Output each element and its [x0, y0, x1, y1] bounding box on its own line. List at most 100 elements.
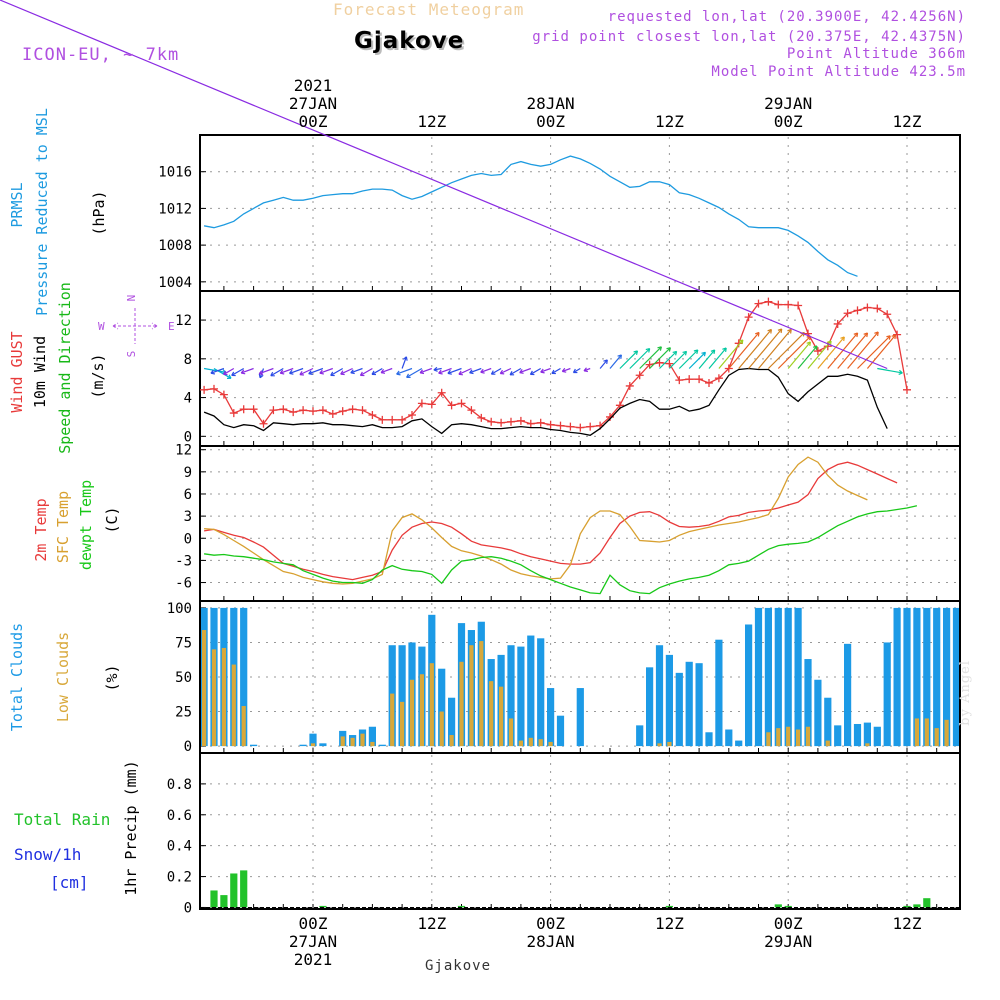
gust-marker	[348, 405, 357, 414]
bar	[934, 728, 939, 747]
wind-vector	[609, 354, 622, 369]
y-tick-label: 8	[184, 352, 192, 368]
wind-vector-head	[406, 373, 411, 378]
wind-vector-head	[270, 371, 275, 377]
gust-marker	[239, 405, 248, 414]
wind-vector	[340, 367, 353, 375]
precip-legend-line: Total Rain	[14, 810, 110, 829]
wind-vector	[767, 332, 805, 369]
compass-south: S	[125, 351, 138, 358]
bar	[944, 719, 949, 747]
wind-vector-head	[572, 368, 578, 374]
wind-vector-head	[583, 367, 589, 373]
gust-marker	[784, 300, 793, 309]
bar	[766, 732, 771, 747]
bar	[499, 686, 504, 747]
wind-vector-head	[722, 347, 727, 352]
wind-vector-head	[371, 370, 377, 376]
bar	[507, 645, 515, 747]
ylabel-line: 1hr Precip (mm)	[122, 760, 140, 895]
bar	[576, 688, 584, 747]
wind-vector-head	[289, 369, 294, 375]
compass-north: N	[125, 295, 138, 302]
y-tick-label: 1012	[158, 201, 192, 217]
gust-marker	[269, 406, 278, 415]
bar	[824, 697, 832, 747]
wind-vector	[619, 350, 638, 369]
bar	[665, 654, 673, 747]
gust-marker	[714, 374, 723, 383]
wind-vector	[678, 349, 699, 369]
wind-vector-head	[308, 370, 313, 375]
wind-vector	[241, 367, 254, 374]
wind-vector-head	[767, 328, 772, 334]
series-line	[204, 461, 898, 581]
bar	[537, 638, 545, 747]
time-label-top: 12Z	[417, 112, 446, 131]
precip-legend-line: [cm]	[50, 873, 89, 892]
wind-vector	[877, 367, 903, 374]
wind-vector	[491, 367, 502, 375]
y-tick-label: 75	[175, 635, 192, 651]
gust-marker	[665, 359, 674, 368]
bar	[528, 737, 533, 747]
bar	[923, 898, 931, 908]
time-label-bottom: 00Z	[774, 914, 803, 933]
y-tick-label: 0.8	[167, 777, 192, 793]
wind-vector	[371, 367, 383, 375]
wind-vector	[728, 332, 760, 369]
wind-vector-head	[380, 369, 386, 374]
bar	[705, 732, 713, 747]
bar	[786, 726, 791, 747]
bar	[309, 733, 317, 747]
wind-vector-head	[438, 369, 443, 375]
gust-marker	[536, 418, 545, 427]
gust-marker	[408, 411, 416, 419]
precip-legend-line: Snow/1h	[14, 845, 81, 864]
wind-vector	[213, 367, 232, 379]
gust-marker	[556, 421, 565, 430]
bar	[636, 725, 644, 747]
bar	[210, 890, 218, 908]
wind-vector-head	[469, 369, 474, 375]
wind-vector-head	[898, 369, 903, 375]
wind-vector-head	[340, 370, 345, 376]
wind-vector-head	[633, 350, 639, 355]
gust-marker	[734, 339, 743, 348]
bar	[241, 706, 246, 747]
time-label-bottom: 29JAN	[764, 932, 812, 951]
gust-marker	[635, 371, 644, 380]
gust-marker	[625, 381, 634, 390]
bar	[952, 607, 959, 747]
ylabel-line: Low Clouds	[54, 632, 72, 722]
bar	[368, 726, 376, 747]
bar	[350, 737, 355, 747]
bar	[776, 728, 781, 747]
bar	[774, 904, 782, 908]
bar	[865, 743, 870, 747]
ylabel-line: (hPa)	[90, 190, 108, 235]
wind-vector-head	[886, 335, 891, 340]
time-label-top: 2021	[294, 76, 333, 95]
bar	[360, 733, 365, 747]
point-altitude: Point Altitude 366m	[786, 46, 966, 62]
wind-vector-head	[499, 369, 505, 375]
ylabel-line: 10m Wind	[31, 336, 49, 408]
wind-vector-head	[529, 370, 535, 376]
bar	[903, 607, 911, 747]
wind-vector-head	[874, 331, 879, 337]
bar	[419, 674, 424, 747]
compass-east: E	[168, 320, 175, 333]
wind-vector	[857, 335, 891, 369]
wind-vector-head	[827, 340, 832, 346]
wind-vector	[797, 345, 818, 369]
wind-vector-head	[617, 354, 622, 359]
bar	[438, 668, 446, 747]
y-tick-label: 0	[184, 531, 192, 547]
bar	[764, 607, 772, 747]
ylabel-line: (C)	[103, 506, 121, 533]
bar	[459, 661, 464, 747]
bar	[834, 725, 842, 747]
wind-vector	[519, 367, 532, 374]
wind-vector-head	[396, 370, 401, 376]
